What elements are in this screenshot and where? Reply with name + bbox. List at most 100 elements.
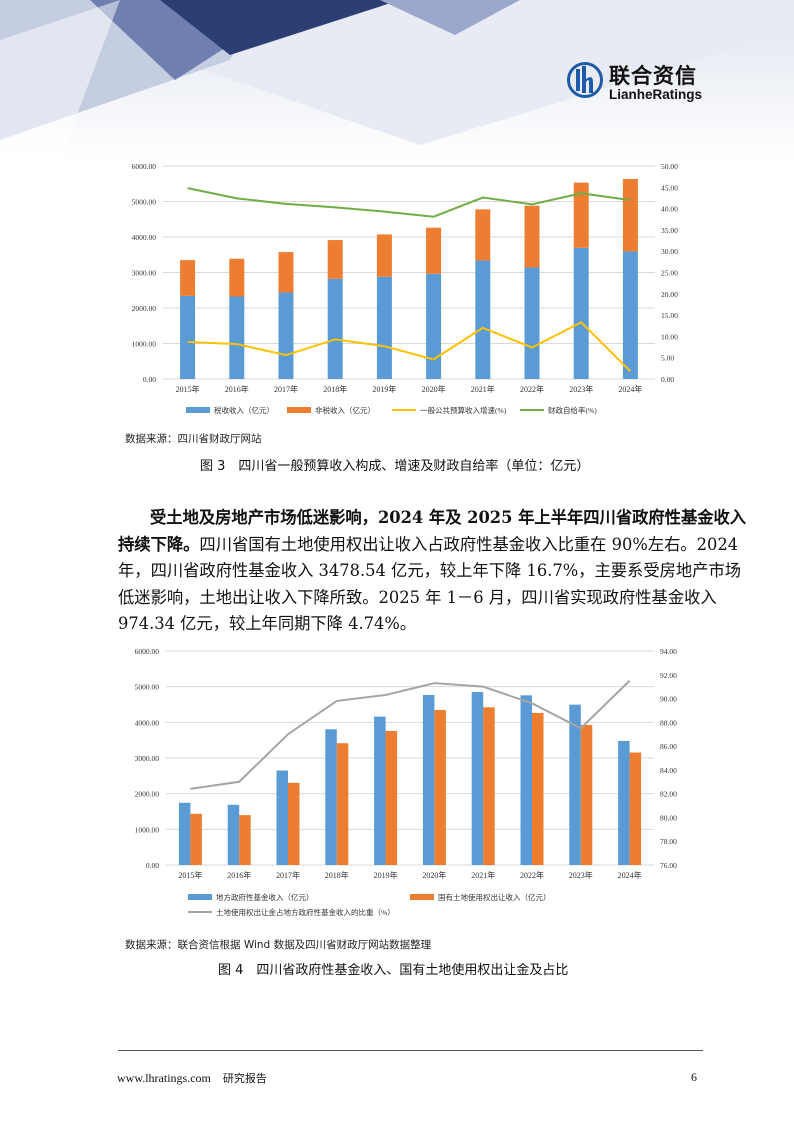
paragraph-line: 974.34 亿元，较上年同期下降 4.74%。 [118, 614, 696, 634]
lianhe-logo-icon [567, 62, 603, 98]
legend-swatch [186, 407, 210, 413]
x-tick-label: 2015年 [176, 384, 200, 394]
figure3-chart: 0.00 1000.00 2000.00 3000.00 4000.00 5000.00 6… [132, 162, 679, 415]
y-right-tick-label: 25.00 [661, 269, 678, 278]
bar-secondary [190, 813, 202, 865]
bar-primary [276, 770, 288, 865]
bar-secondary [327, 240, 343, 279]
bar-primary [229, 296, 245, 379]
y-right-tick-label: 15.00 [661, 311, 678, 320]
y-left-tick-label: 1000.00 [132, 340, 157, 349]
bar-secondary [336, 743, 349, 865]
paragraph-text: 低迷影响，土地出让收入下降所致。2025 年 1－6 月，四川省实现政府性基金收… [118, 588, 717, 607]
paragraph-line: 持续下降。四川省国有土地使用权出让收入占政府性基金收入比重在 90%左右。202… [118, 535, 738, 555]
legend-label: 土地使用权出让金占地方政府性基金收入的比重（%） [216, 907, 395, 917]
y-left-tick-label: 2000.00 [135, 790, 160, 799]
header-decoration [0, 0, 794, 160]
bar-primary [520, 695, 532, 865]
footer-website-text[interactable]: www.lhratings.com [117, 1071, 211, 1085]
y-right-tick-label: 92.00 [660, 671, 677, 680]
legend-label: 地方政府性基金收入（亿元） [216, 892, 314, 902]
y-left-tick-label: 3000.00 [135, 754, 160, 763]
bar-primary [178, 802, 191, 865]
bar-secondary [475, 209, 491, 261]
legend-label: 财政自给率(%) [548, 405, 597, 415]
logo: 联合资信 LianheRatings [567, 60, 707, 105]
y-right-tick-label: 80.00 [660, 813, 677, 822]
footer-website[interactable]: www.lhratings.com 研究报告 [117, 1070, 267, 1086]
bar-secondary [426, 227, 442, 274]
x-tick-label: 2015年 [178, 870, 202, 880]
paragraph-bold-text: 受土地及房地产市场低迷影响，2024 年及 2025 年上半年四川省政府性基金收… [150, 508, 747, 527]
x-tick-label: 2017年 [274, 384, 298, 394]
bar-primary [227, 804, 240, 865]
y-left-tick-label: 6000.00 [135, 647, 160, 656]
y-left-tick-label: 0.00 [146, 861, 159, 870]
bar-secondary [229, 258, 245, 297]
bar-secondary [180, 260, 196, 296]
y-right-tick-label: 82.00 [660, 790, 677, 799]
x-tick-label: 2023年 [569, 384, 593, 394]
bar-secondary [288, 782, 300, 865]
y-right-tick-label: 88.00 [660, 718, 677, 727]
bar-primary [618, 740, 630, 865]
logo-english-name: LianheRatings [609, 87, 703, 102]
x-tick-label: 2020年 [422, 384, 446, 394]
legend-label: 一般公共预算收入增速(%) [420, 405, 507, 415]
bar-primary [622, 251, 638, 379]
x-tick-label: 2016年 [225, 384, 249, 394]
paragraph-line: 低迷影响，土地出让收入下降所致。2025 年 1－6 月，四川省实现政府性基金收… [118, 588, 717, 608]
x-tick-label: 2020年 [422, 870, 446, 880]
bar-secondary [434, 709, 446, 865]
line-series-1 [190, 680, 631, 790]
y-right-tick-label: 10.00 [661, 332, 678, 341]
x-tick-label: 2021年 [471, 870, 495, 880]
y-left-tick-label: 6000.00 [132, 162, 157, 171]
x-tick-label: 2024年 [618, 870, 642, 880]
x-tick-label: 2016年 [227, 870, 251, 880]
bar-primary [426, 273, 442, 379]
footer-divider [118, 1050, 703, 1051]
paragraph-text: 974.34 亿元，较上年同期下降 4.74%。 [118, 614, 417, 633]
y-left-tick-label: 0.00 [143, 375, 156, 384]
bar-primary [422, 694, 435, 865]
y-right-tick-label: 5.00 [661, 354, 674, 363]
y-right-tick-label: 45.00 [661, 183, 678, 192]
page-number: 6 [691, 1070, 697, 1084]
figure3-source: 数据来源：四川省财政厅网站 [125, 433, 262, 445]
x-tick-label: 2024年 [618, 384, 642, 394]
legend-swatch [410, 894, 434, 900]
y-right-tick-label: 84.00 [660, 766, 677, 775]
y-right-tick-label: 0.00 [661, 375, 674, 384]
x-tick-label: 2022年 [520, 870, 544, 880]
bar-primary [475, 260, 491, 379]
x-tick-label: 2018年 [323, 384, 347, 394]
bar-primary [278, 292, 294, 379]
legend-label: 税收收入（亿元） [214, 405, 274, 415]
figure3-caption: 图 3 四川省一般预算收入构成、增速及财政自给率（单位：亿元） [200, 459, 590, 474]
bar-primary [569, 704, 581, 865]
x-tick-label: 2021年 [471, 384, 495, 394]
legend-label: 非税收入（亿元） [315, 405, 375, 415]
bar-secondary [385, 730, 398, 865]
y-left-tick-label: 4000.00 [132, 233, 157, 242]
line-series-2 [187, 187, 631, 218]
y-right-tick-label: 20.00 [661, 290, 678, 299]
x-tick-label: 2018年 [325, 870, 349, 880]
legend-swatch [188, 894, 212, 900]
paragraph-bold-text: 持续下降。 [118, 535, 200, 554]
y-left-tick-label: 4000.00 [135, 718, 160, 727]
y-left-tick-label: 2000.00 [132, 304, 157, 313]
bar-secondary [278, 252, 294, 293]
x-tick-label: 2019年 [372, 384, 396, 394]
y-left-tick-label: 5000.00 [132, 198, 157, 207]
bar-primary [471, 691, 484, 865]
bar-primary [325, 729, 337, 865]
line-series-1 [187, 321, 632, 373]
bar-secondary [376, 234, 392, 277]
bar-primary [180, 295, 196, 379]
y-right-tick-label: 50.00 [661, 162, 678, 171]
bar-secondary [524, 205, 540, 268]
bar-secondary [629, 752, 642, 865]
bar-secondary [622, 178, 638, 252]
